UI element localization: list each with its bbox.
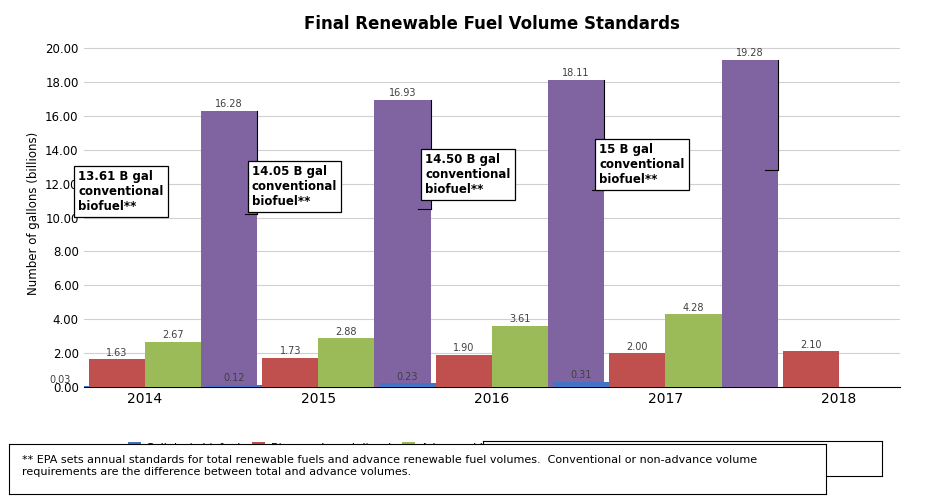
- Text: 14.05 B gal
conventional
biofuel**: 14.05 B gal conventional biofuel**: [251, 165, 337, 208]
- Text: ** EPA sets annual standards for total renewable fuels and advance renewable fue: ** EPA sets annual standards for total r…: [21, 455, 756, 477]
- Text: 14.50 B gal
conventional
biofuel**: 14.50 B gal conventional biofuel**: [425, 153, 510, 196]
- Text: 1.90: 1.90: [452, 343, 474, 353]
- Bar: [201, 111, 257, 387]
- Text: 0.31: 0.31: [570, 371, 591, 380]
- Bar: [491, 326, 547, 387]
- Y-axis label: Number of gallons (billions): Number of gallons (billions): [27, 131, 40, 295]
- Bar: [379, 383, 436, 387]
- Text: 0.23: 0.23: [397, 372, 418, 381]
- Bar: [721, 61, 777, 387]
- Text: 16.93: 16.93: [388, 88, 416, 98]
- Text: 15 B gal
conventional
biofuel**: 15 B gal conventional biofuel**: [599, 143, 683, 186]
- Bar: [608, 353, 665, 387]
- Legend: Cellulosic biofuel, Biomass based diesel, Advanced biofuel, Total renewable fuel: Cellulosic biofuel, Biomass based diesel…: [123, 437, 664, 457]
- Text: 2.88: 2.88: [336, 327, 357, 337]
- Text: 2.67: 2.67: [162, 330, 184, 340]
- Bar: [145, 342, 201, 387]
- Title: Final Renewable Fuel Volume Standards: Final Renewable Fuel Volume Standards: [303, 14, 679, 33]
- Text: 3.61: 3.61: [509, 314, 530, 324]
- Text: 13.61 B gal
conventional
biofuel**: 13.61 B gal conventional biofuel**: [78, 170, 163, 213]
- Text: 0.12: 0.12: [223, 373, 245, 383]
- Text: 2.00: 2.00: [626, 342, 647, 352]
- Text: 1.63: 1.63: [106, 348, 127, 358]
- Text: *2018 Biomass Based Diesel Standard is Final: *2018 Biomass Based Diesel Standard is F…: [502, 454, 757, 464]
- Bar: [781, 351, 838, 387]
- Bar: [262, 358, 318, 387]
- Bar: [665, 314, 720, 387]
- Bar: [552, 381, 608, 387]
- Bar: [32, 386, 88, 387]
- Text: 19.28: 19.28: [735, 48, 763, 59]
- Text: 2.10: 2.10: [799, 340, 820, 350]
- Bar: [206, 385, 262, 387]
- Text: 18.11: 18.11: [562, 68, 590, 78]
- Text: 16.28: 16.28: [215, 99, 243, 109]
- Bar: [547, 80, 603, 387]
- Text: 0.03: 0.03: [50, 375, 71, 385]
- Bar: [436, 355, 491, 387]
- Text: 1.73: 1.73: [279, 346, 300, 356]
- Text: 4.28: 4.28: [682, 303, 704, 313]
- Bar: [88, 359, 145, 387]
- Bar: [318, 338, 375, 387]
- Bar: [374, 100, 430, 387]
